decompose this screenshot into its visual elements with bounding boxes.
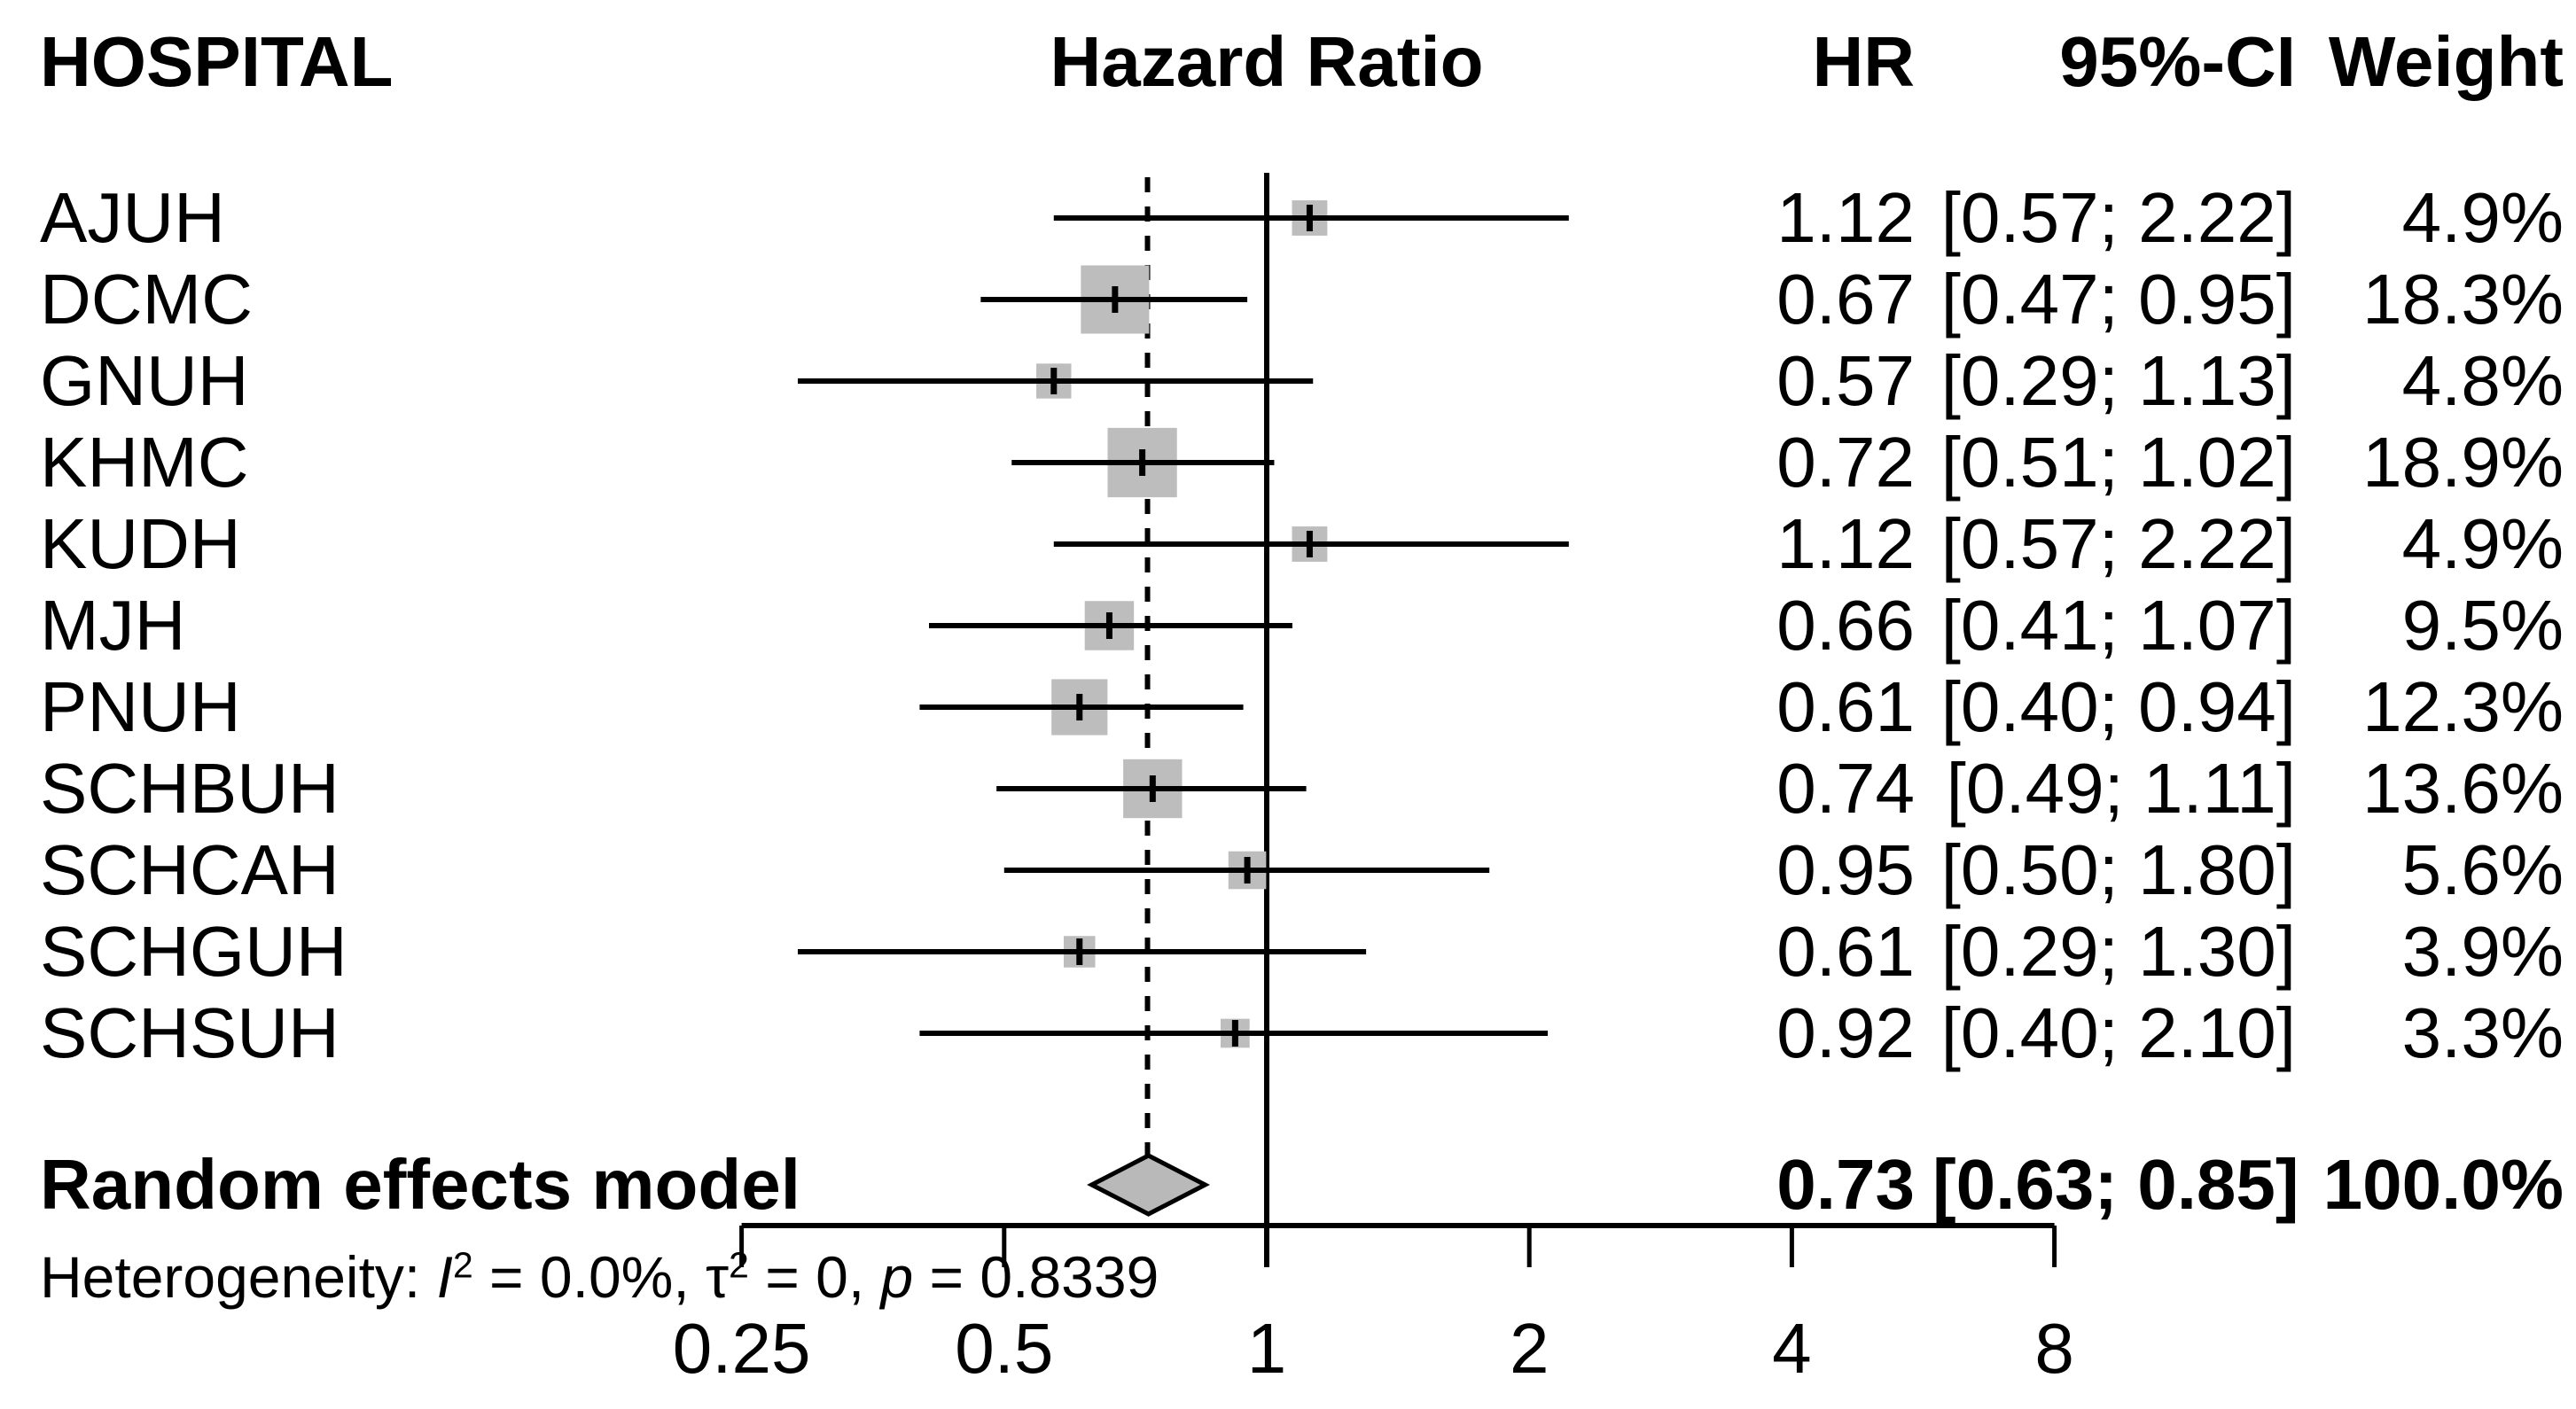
point-estimate-tick	[1231, 1020, 1238, 1047]
study-label: KUDH	[40, 504, 241, 583]
i-squared-value: = 0.0%,	[472, 1244, 706, 1310]
summary-ci-value: [0.63; 0.85]	[1932, 1145, 2299, 1224]
column-header-hr: HR	[1812, 22, 1915, 101]
study-label: PNUH	[40, 667, 241, 746]
point-estimate-tick	[1105, 612, 1112, 639]
study-weight-value: 4.9%	[2401, 178, 2564, 257]
tau-squared-sup: 2	[729, 1244, 749, 1286]
point-estimate-tick	[1139, 449, 1146, 476]
study-ci-value: [0.47; 0.95]	[1940, 260, 2296, 339]
point-estimate-tick	[1306, 531, 1313, 557]
study-hr-value: 0.61	[1776, 912, 1915, 991]
study-ci-value: [0.29; 1.13]	[1940, 341, 2296, 420]
i-squared-sup: 2	[452, 1244, 473, 1286]
column-header-hazard-ratio: Hazard Ratio	[1050, 22, 1484, 101]
x-axis-tick-label: 4	[1772, 1309, 1812, 1388]
heterogeneity-text: Heterogeneity: I2 = 0.0%, τ2 = 0, p = 0.…	[40, 1242, 1159, 1312]
column-header-hospital: HOSPITAL	[40, 22, 394, 101]
point-estimate-tick	[1306, 205, 1313, 231]
point-estimate-tick	[1076, 938, 1083, 965]
study-ci-value: [0.50; 1.80]	[1940, 830, 2296, 909]
point-estimate-tick	[1149, 775, 1156, 802]
point-estimate-tick	[1076, 694, 1083, 720]
study-ci-value: [0.41; 1.07]	[1940, 586, 2296, 665]
point-estimate-tick	[1050, 368, 1058, 394]
study-hr-value: 0.72	[1776, 423, 1915, 502]
study-hr-value: 0.67	[1776, 260, 1915, 339]
i-squared-symbol: I	[436, 1244, 453, 1310]
study-weight-value: 18.3%	[2362, 260, 2564, 339]
column-header-ci: 95%-CI	[2059, 22, 2296, 101]
study-weight-value: 3.9%	[2401, 912, 2564, 991]
study-label: SCHSUH	[40, 993, 340, 1072]
study-weight-value: 13.6%	[2362, 749, 2564, 828]
study-label: MJH	[40, 586, 186, 665]
study-ci-value: [0.57; 2.22]	[1940, 504, 2296, 583]
heterogeneity-prefix: Heterogeneity:	[40, 1244, 437, 1310]
summary-hr-value: 0.73	[1776, 1145, 1915, 1224]
study-weight-value: 18.9%	[2362, 423, 2564, 502]
point-estimate-tick	[1112, 286, 1119, 313]
study-weight-value: 12.3%	[2362, 667, 2564, 746]
x-axis-tick-label: 0.5	[955, 1309, 1054, 1388]
study-hr-value: 0.95	[1776, 830, 1915, 909]
study-hr-value: 0.74	[1776, 749, 1915, 828]
x-axis-tick-label: 2	[1509, 1309, 1550, 1388]
study-weight-value: 4.9%	[2401, 504, 2564, 583]
study-hr-value: 1.12	[1776, 504, 1915, 583]
study-label: SCHCAH	[40, 830, 340, 909]
tau-squared-value: = 0,	[748, 1244, 881, 1310]
p-symbol: p	[880, 1244, 914, 1310]
study-label: SCHGUH	[40, 912, 347, 991]
study-ci-value: [0.29; 1.30]	[1940, 912, 2296, 991]
study-ci-value: [0.49; 1.11]	[1946, 749, 2296, 828]
x-axis-tick-label: 1	[1246, 1309, 1287, 1388]
x-axis-tick-label: 0.25	[672, 1309, 811, 1388]
tau-squared-symbol: τ	[706, 1244, 730, 1310]
summary-label: Random effects model	[40, 1145, 800, 1224]
point-estimate-tick	[1244, 857, 1251, 884]
study-hr-value: 0.92	[1776, 993, 1915, 1072]
study-label: GNUH	[40, 341, 249, 420]
p-value: = 0.8339	[913, 1244, 1159, 1310]
study-ci-value: [0.40; 2.10]	[1940, 993, 2296, 1072]
x-axis-tick-label: 8	[2034, 1309, 2074, 1388]
study-hr-value: 0.61	[1776, 667, 1915, 746]
study-ci-value: [0.57; 2.22]	[1940, 178, 2296, 257]
study-weight-value: 9.5%	[2401, 586, 2564, 665]
study-hr-value: 0.57	[1776, 341, 1915, 420]
study-hr-value: 1.12	[1776, 178, 1915, 257]
study-hr-value: 0.66	[1776, 586, 1915, 665]
study-label: DCMC	[40, 260, 253, 339]
study-label: SCHBUH	[40, 749, 340, 828]
summary-diamond	[1087, 1153, 1211, 1217]
study-ci-value: [0.40; 0.94]	[1940, 667, 2296, 746]
study-weight-value: 4.8%	[2401, 341, 2564, 420]
study-weight-value: 5.6%	[2401, 830, 2564, 909]
study-label: KHMC	[40, 423, 249, 502]
column-header-weight: Weight	[2328, 22, 2564, 101]
study-label: AJUH	[40, 178, 225, 257]
study-weight-value: 3.3%	[2401, 993, 2564, 1072]
study-ci-value: [0.51; 1.02]	[1940, 423, 2296, 502]
summary-weight-value: 100.0%	[2322, 1145, 2564, 1224]
